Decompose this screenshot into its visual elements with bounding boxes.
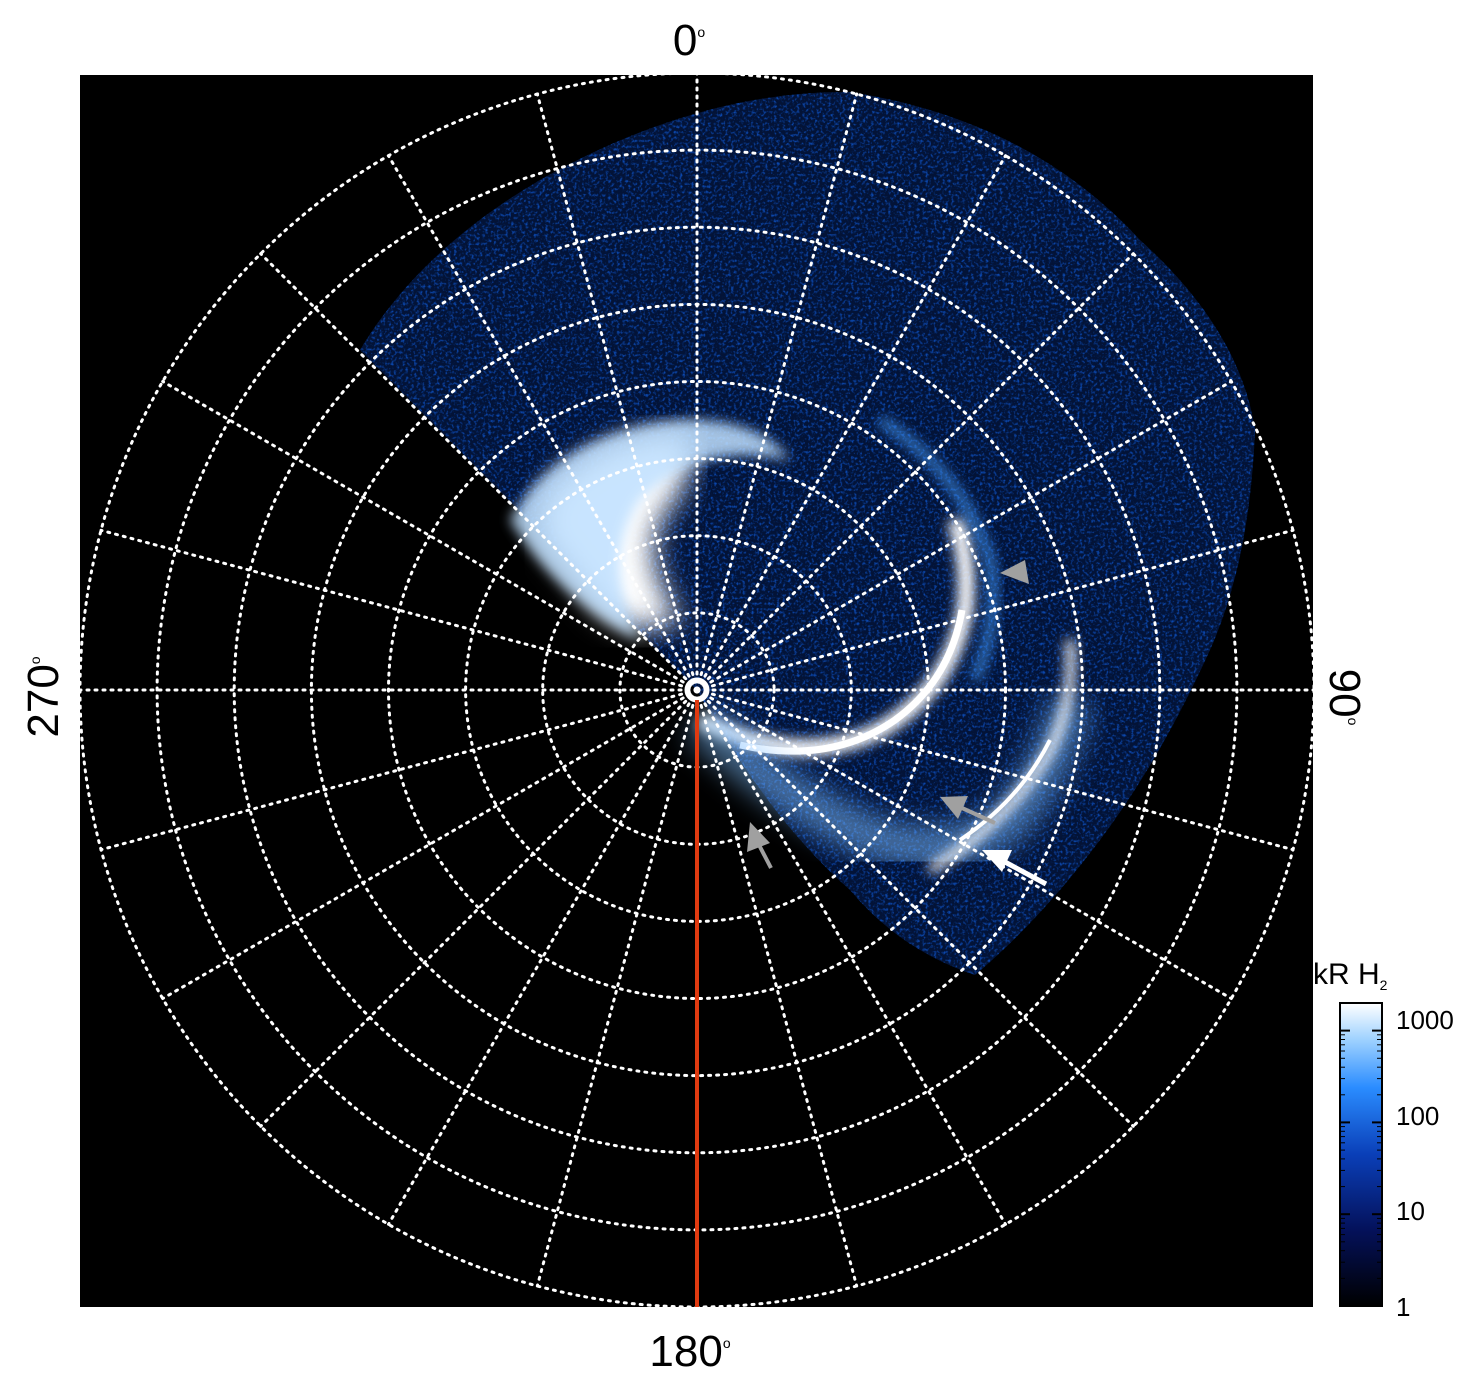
colorbar-minor-ticks — [1340, 1002, 1382, 1307]
grid-spoke — [535, 92, 699, 692]
faint-dawn-arc — [877, 415, 998, 682]
colorbar: kR H2 1000 100 10 1 — [1313, 958, 1454, 1322]
label-90-deg: 90o — [1320, 669, 1369, 726]
grid-spoke — [259, 252, 699, 692]
arrow-gray-2 — [940, 796, 996, 825]
grid-spoke — [259, 688, 699, 1128]
colorbar-tick-100: 100 — [1396, 1101, 1439, 1131]
grid-ring — [387, 380, 1007, 1000]
outer-auroral-arc — [927, 639, 1076, 874]
grid-spoke — [695, 688, 859, 1288]
arrow-gray-1 — [747, 822, 773, 869]
grid-spoke — [695, 380, 1233, 692]
colorbar-tick-10: 10 — [1396, 1196, 1425, 1226]
label-180-deg: 180o — [649, 1327, 730, 1376]
grid-spoke — [161, 380, 699, 692]
diffuse-band — [685, 696, 1090, 867]
grid-spoke — [161, 688, 699, 1000]
grid-spoke — [695, 688, 1233, 1000]
grid-spoke — [695, 92, 859, 692]
grid-spoke — [387, 154, 699, 692]
emission-region — [360, 91, 1255, 975]
arrow-gray-3 — [1000, 560, 1029, 584]
emission-bright-arc — [510, 420, 790, 640]
colorbar-title: kR H2 — [1313, 958, 1388, 993]
grid-spoke — [99, 688, 699, 852]
grid-spoke — [99, 528, 699, 692]
grid-spoke — [695, 252, 1135, 692]
grid-spoke — [695, 688, 1007, 1226]
colorbar-tick-1000: 1000 — [1396, 1005, 1454, 1035]
grid-spoke — [695, 688, 1135, 1128]
grid-spoke — [695, 688, 1295, 852]
main-auroral-arc-core — [739, 609, 966, 755]
colorbar-tick-1: 1 — [1396, 1292, 1410, 1322]
grid-spoke — [535, 688, 699, 1288]
grid-spoke — [695, 528, 1295, 692]
annotation-arrows — [747, 560, 1048, 887]
grid-spoke — [695, 154, 1007, 692]
label-270-deg: 270o — [19, 656, 68, 737]
arrow-white-1 — [982, 850, 1048, 887]
colorbar-gradient — [1339, 1002, 1383, 1307]
grid-spoke — [387, 688, 699, 1226]
label-0-deg: 0o — [673, 16, 705, 65]
angular-labels: 0o 180o 270o 90o — [19, 16, 1369, 1376]
